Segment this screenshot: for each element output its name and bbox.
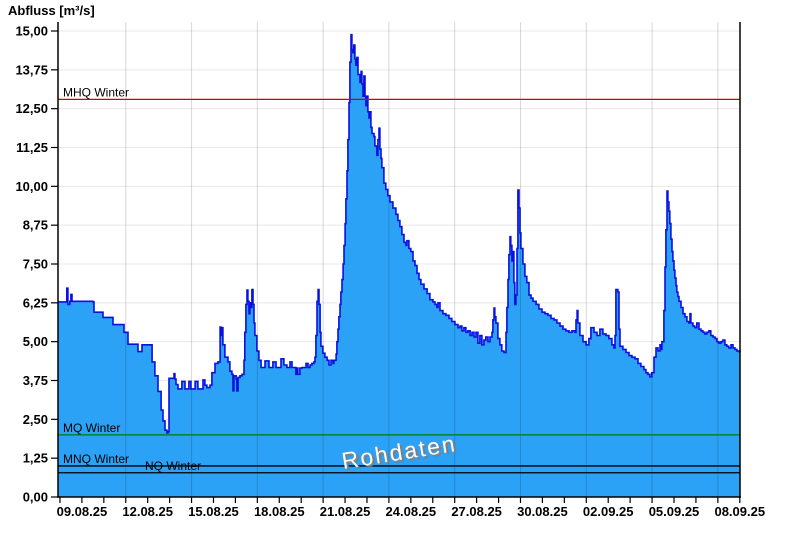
reference-line-label: MQ Winter [63,421,120,435]
x-tick-label: 15.08.25 [188,504,239,519]
x-tick-label: 18.08.25 [254,504,305,519]
y-tick-label: 8,75 [23,218,48,233]
x-tick-label: 21.08.25 [320,504,371,519]
y-tick-label: 6,25 [23,295,48,310]
chart-title: Abfluss [m³/s] [8,3,95,18]
x-tick-label: 09.08.25 [57,504,108,519]
y-tick-label: 3,75 [23,373,48,388]
y-tick-label: 1,25 [23,451,48,466]
discharge-area [58,34,740,497]
y-tick-label: 10,00 [15,179,48,194]
y-tick-label: 2,50 [23,412,48,427]
x-tick-label: 12.08.25 [122,504,173,519]
x-tick-label: 30.08.25 [517,504,568,519]
x-tick-label: 02.09.25 [583,504,634,519]
y-tick-label: 0,00 [23,490,48,505]
reference-line-label: MNQ Winter [63,452,129,466]
discharge-line [58,33,741,434]
y-tick-label: 11,25 [16,140,48,155]
x-tick-label: 08.09.25 [714,504,765,519]
y-tick-label: 7,50 [23,257,48,272]
x-tick-label: 05.09.25 [649,504,700,519]
y-tick-label: 15,00 [15,24,48,39]
x-tick-label: 24.08.25 [386,504,437,519]
y-tick-label: 5,00 [23,334,48,349]
x-tick-label: 27.08.25 [451,504,502,519]
y-tick-label: 12,50 [15,101,48,116]
reference-line-label: MHQ Winter [63,85,129,99]
reference-line-label: NQ Winter [145,459,201,473]
y-tick-label: 13,75 [15,62,48,77]
